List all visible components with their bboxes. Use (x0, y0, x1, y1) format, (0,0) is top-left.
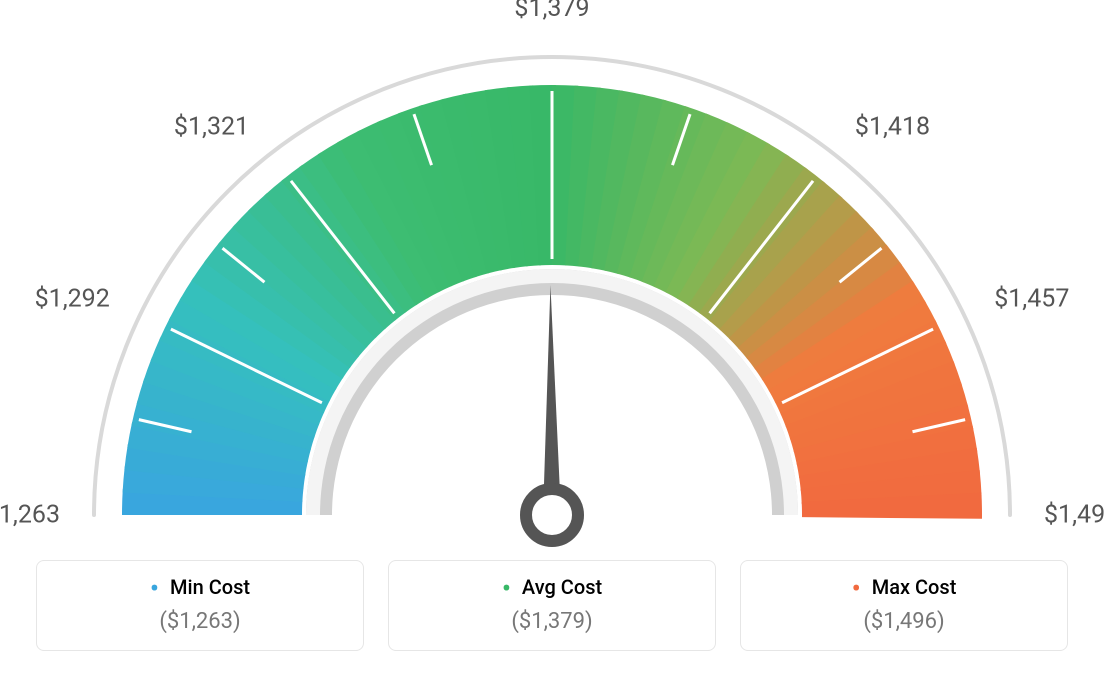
card-max-title: • Max Cost (751, 575, 1057, 599)
card-min-cost: • Min Cost ($1,263) (36, 560, 364, 651)
card-max-label: Max Cost (872, 575, 957, 599)
dot-icon: • (502, 574, 511, 604)
card-max-value: ($1,496) (751, 609, 1057, 634)
dot-icon: • (852, 574, 861, 604)
gauge-area: $1,263$1,292$1,321$1,379$1,418$1,457$1,4… (0, 0, 1104, 560)
card-avg-title: • Avg Cost (399, 575, 705, 599)
card-avg-cost: • Avg Cost ($1,379) (388, 560, 716, 651)
card-avg-value: ($1,379) (399, 609, 705, 634)
card-avg-label: Avg Cost (522, 575, 602, 599)
card-min-title: • Min Cost (47, 575, 353, 599)
card-max-cost: • Max Cost ($1,496) (740, 560, 1068, 651)
card-min-label: Min Cost (170, 575, 250, 599)
cost-gauge-widget: $1,263$1,292$1,321$1,379$1,418$1,457$1,4… (0, 0, 1104, 690)
dot-icon: • (150, 574, 159, 604)
gauge-chart (0, 0, 1104, 560)
card-min-value: ($1,263) (47, 609, 353, 634)
legend-row: • Min Cost ($1,263) • Avg Cost ($1,379) … (0, 560, 1104, 681)
